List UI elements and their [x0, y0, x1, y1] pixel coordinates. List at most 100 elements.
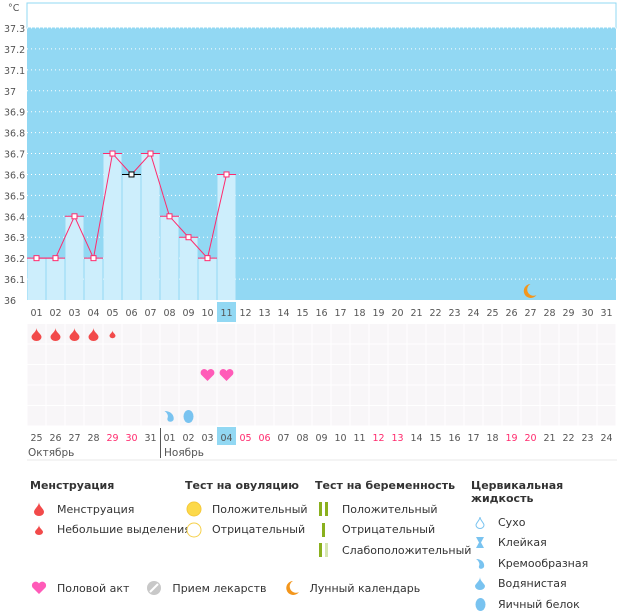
legend-item: Отрицательный [342, 523, 436, 537]
positive-circle-icon [185, 501, 203, 517]
symptom-cell [103, 406, 122, 426]
legend-item: Водянистая [498, 577, 567, 591]
temp-bar [84, 258, 103, 300]
y-tick-label: 36.5 [4, 191, 25, 202]
symptom-cell [198, 406, 217, 426]
cycle-day-label: 31 [600, 308, 612, 319]
cycle-day-label: 16 [315, 308, 327, 319]
symptom-cell [350, 344, 369, 364]
symptom-cell [198, 344, 217, 364]
egg-white-icon [471, 596, 489, 612]
legend-item: Клейкая [498, 536, 547, 550]
symptom-cell [84, 344, 103, 364]
legend-item: Половой акт [57, 581, 130, 595]
symptom-cell [445, 406, 464, 426]
date-label: 24 [600, 433, 612, 444]
y-tick-label: 37.2 [4, 45, 25, 56]
date-label: 15 [429, 433, 441, 444]
symptom-cell [160, 365, 179, 385]
symptom-cell [521, 344, 540, 364]
cycle-day-label: 22 [429, 308, 441, 319]
symptom-cell [597, 365, 616, 385]
symptom-cell [312, 344, 331, 364]
chart-header [26, 2, 617, 29]
temperature-point [71, 213, 78, 220]
symptom-cell [27, 406, 46, 426]
symptom-cell [179, 365, 198, 385]
temperature-point [223, 171, 230, 178]
symptom-cell [483, 365, 502, 385]
legend-cervical: Цервикальная жидкость Сухо Клейкая Кремо… [471, 479, 626, 615]
symptom-cell [217, 344, 236, 364]
cycle-day-label: 02 [49, 308, 61, 319]
symptom-cell [65, 385, 84, 405]
symptom-cell [122, 406, 141, 426]
symptom-cell [217, 385, 236, 405]
date-label: 25 [30, 433, 42, 444]
symptom-cell [46, 406, 65, 426]
cycle-day-label: 29 [562, 308, 574, 319]
symptom-cell [274, 385, 293, 405]
symptom-cell [540, 324, 559, 344]
symptom-cell [236, 324, 255, 344]
symptom-cell [293, 324, 312, 344]
blood-drop-icon [50, 328, 61, 341]
cycle-day-label: 15 [296, 308, 308, 319]
symptom-cell [350, 385, 369, 405]
y-tick-label: 36.7 [4, 150, 25, 161]
y-tick-label: 36.9 [4, 108, 25, 119]
temp-bar [160, 216, 179, 300]
date-label: 30 [125, 433, 137, 444]
temperature-point [52, 255, 59, 262]
symptom-cell [65, 344, 84, 364]
symptom-cell [312, 385, 331, 405]
y-tick-label: 37 [4, 87, 16, 98]
symptom-cell [160, 324, 179, 344]
date-label: 06 [258, 433, 270, 444]
watery-drop-icon [471, 576, 489, 592]
symptom-cell [502, 365, 521, 385]
cycle-day-label: 13 [258, 308, 270, 319]
symptom-cell [122, 365, 141, 385]
symptom-cell [369, 365, 388, 385]
blood-drop-icon [30, 501, 48, 517]
symptom-cell [274, 365, 293, 385]
symptom-cell [388, 344, 407, 364]
cycle-day-label: 23 [448, 308, 460, 319]
date-label: 22 [562, 433, 574, 444]
date-label: 11 [353, 433, 365, 444]
symptom-cell [160, 344, 179, 364]
creamy-icon [471, 555, 489, 571]
symptom-cell [65, 365, 84, 385]
cycle-day-label: 06 [125, 308, 137, 319]
symptom-cell [293, 406, 312, 426]
symptom-cell [312, 324, 331, 344]
symptom-cell [46, 344, 65, 364]
legend-item: Яичный белок [498, 597, 580, 611]
symptom-cell [236, 406, 255, 426]
symptom-cell [483, 344, 502, 364]
symptom-cell [122, 344, 141, 364]
symptom-cell [274, 406, 293, 426]
symptom-cell [540, 365, 559, 385]
symptom-cell [312, 406, 331, 426]
symptom-cell [502, 324, 521, 344]
legend-item: Отрицательный [212, 523, 306, 537]
legend-item: Положительный [342, 502, 438, 516]
symptom-cell [483, 406, 502, 426]
symptom-cell [236, 344, 255, 364]
cycle-day-label: 05 [106, 308, 118, 319]
temp-bar [46, 258, 65, 300]
symptom-cell [255, 324, 274, 344]
symptom-cell [483, 385, 502, 405]
symptom-cell [426, 324, 445, 344]
symptom-cell [160, 385, 179, 405]
y-tick-label: 36.4 [4, 212, 25, 223]
dry-drop-icon [471, 514, 489, 530]
heart-icon [200, 369, 215, 381]
symptom-cell [521, 365, 540, 385]
legend-title: Тест на беременность [315, 479, 456, 492]
small-drop-icon [109, 330, 116, 339]
month-label: Ноябрь [164, 447, 204, 459]
legend-menstruation: Менструация Менструация Небольшие выделе… [30, 479, 191, 540]
